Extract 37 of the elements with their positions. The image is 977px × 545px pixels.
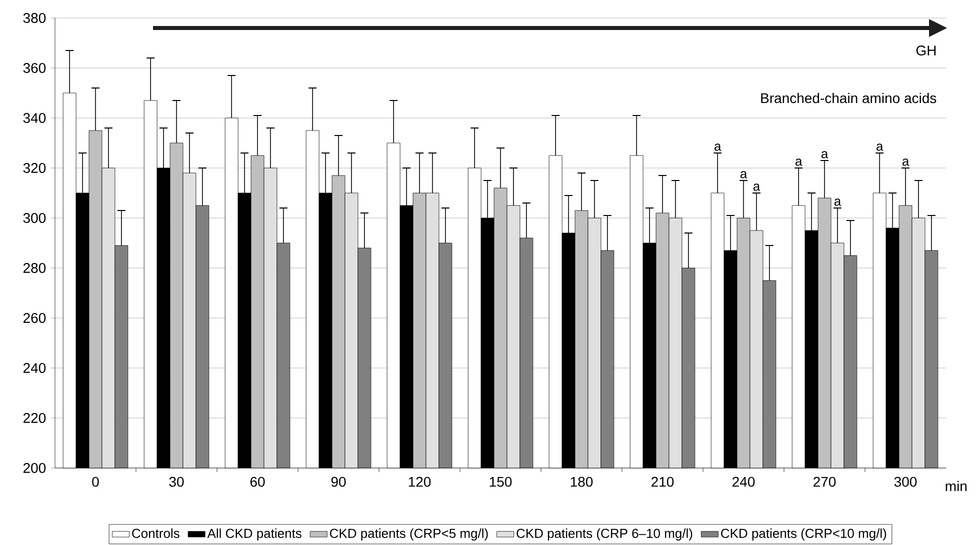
y-tick-label: 340 [23, 113, 46, 123]
y-tick-label: 320 [23, 163, 46, 173]
y-tick-label: 260 [23, 313, 46, 323]
x-tick-label: 210 [652, 476, 674, 487]
legend-label: CKD patients (CRP 6–10 mg/l) [516, 528, 692, 541]
legend-label: Controls [132, 528, 180, 538]
x-tick-label: 240 [732, 476, 755, 487]
annotation: a [740, 171, 748, 178]
y-tick-label: 240 [23, 363, 46, 373]
annotation: a [821, 151, 828, 158]
x-axis-title: min [946, 480, 967, 491]
annotation: a [834, 198, 842, 206]
y-tick-label: 360 [23, 63, 46, 73]
legend-label: CKD patients (CRP<5 mg/l) [330, 528, 488, 541]
x-tick-label: 120 [408, 476, 431, 487]
x-tick-label: 150 [490, 476, 512, 487]
annotation: a [876, 144, 884, 151]
x-tick-label: 30 [169, 476, 184, 487]
y-tick-label: 380 [23, 13, 46, 23]
x-tick-label: 300 [894, 476, 917, 487]
annotation: GH [916, 46, 936, 56]
x-tick-label: 90 [331, 476, 346, 487]
x-tick-label: 180 [570, 476, 593, 487]
annotation: a [902, 158, 910, 166]
legend-label: All CKD patients [207, 528, 302, 541]
annotation: a [753, 184, 760, 191]
y-tick-label: 200 [23, 463, 46, 473]
x-tick-label: 60 [250, 476, 265, 487]
x-tick-label: 0 [92, 476, 99, 487]
annotation: a [714, 144, 722, 151]
y-tick-label: 220 [23, 413, 46, 423]
legend-label: CKD patients (CRP<10 mg/l) [721, 528, 886, 541]
y-tick-label: 280 [23, 263, 46, 273]
y-tick-label: 300 [23, 213, 46, 223]
annotation: a [796, 158, 802, 166]
annotation: Branched-chain amino acids [761, 92, 936, 104]
x-tick-label: 270 [814, 476, 836, 487]
